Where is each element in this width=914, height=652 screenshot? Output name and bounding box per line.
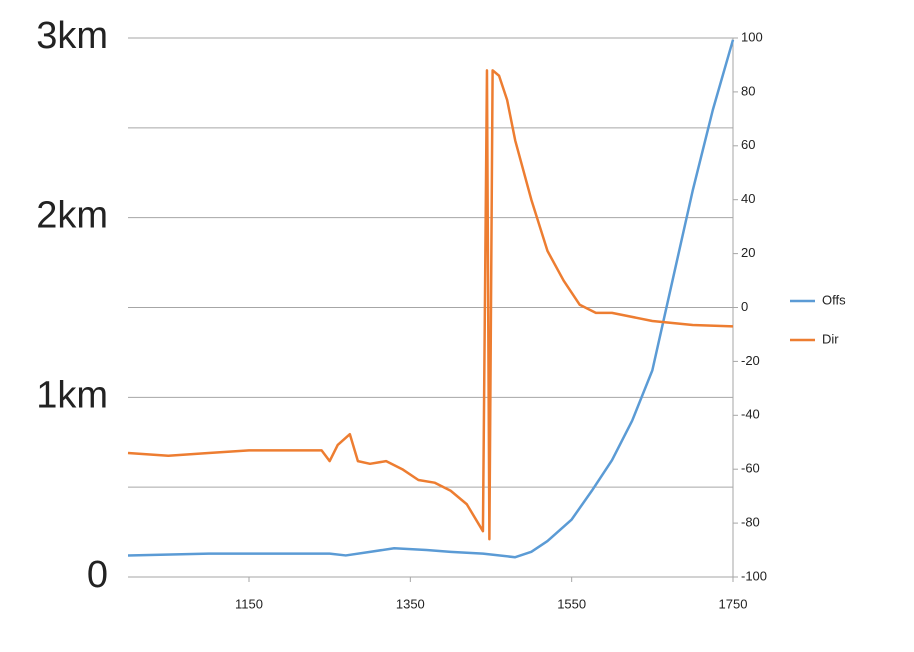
y2-tick-label: -20 [741, 353, 760, 368]
y-tick-label: 1km [36, 374, 108, 416]
legend-label: Offs [822, 292, 846, 307]
x-tick-label: 1150 [235, 596, 263, 611]
series-line [127, 39, 735, 559]
y2-tick-label: 100 [741, 29, 763, 44]
y2-tick-label: -80 [741, 515, 760, 530]
series-line [127, 69, 734, 541]
legend-label: Dir [822, 331, 839, 346]
y2-tick-label: 0 [741, 299, 748, 314]
x-tick-label: 1550 [557, 596, 586, 611]
y2-tick-label: 60 [741, 137, 755, 152]
y2-tick-label: -100 [741, 568, 767, 583]
y-tick-label: 2km [36, 195, 108, 237]
x-tick-label: 1750 [719, 596, 748, 611]
y2-tick-label: -40 [741, 407, 760, 422]
y2-tick-label: -60 [741, 461, 760, 476]
y2-tick-label: 20 [741, 245, 755, 260]
y2-tick-label: 40 [741, 191, 755, 206]
y2-tick-label: 80 [741, 83, 755, 98]
y-tick-label: 3km [36, 15, 108, 57]
y-tick-label: 0 [87, 554, 108, 596]
x-tick-label: 1350 [396, 596, 425, 611]
